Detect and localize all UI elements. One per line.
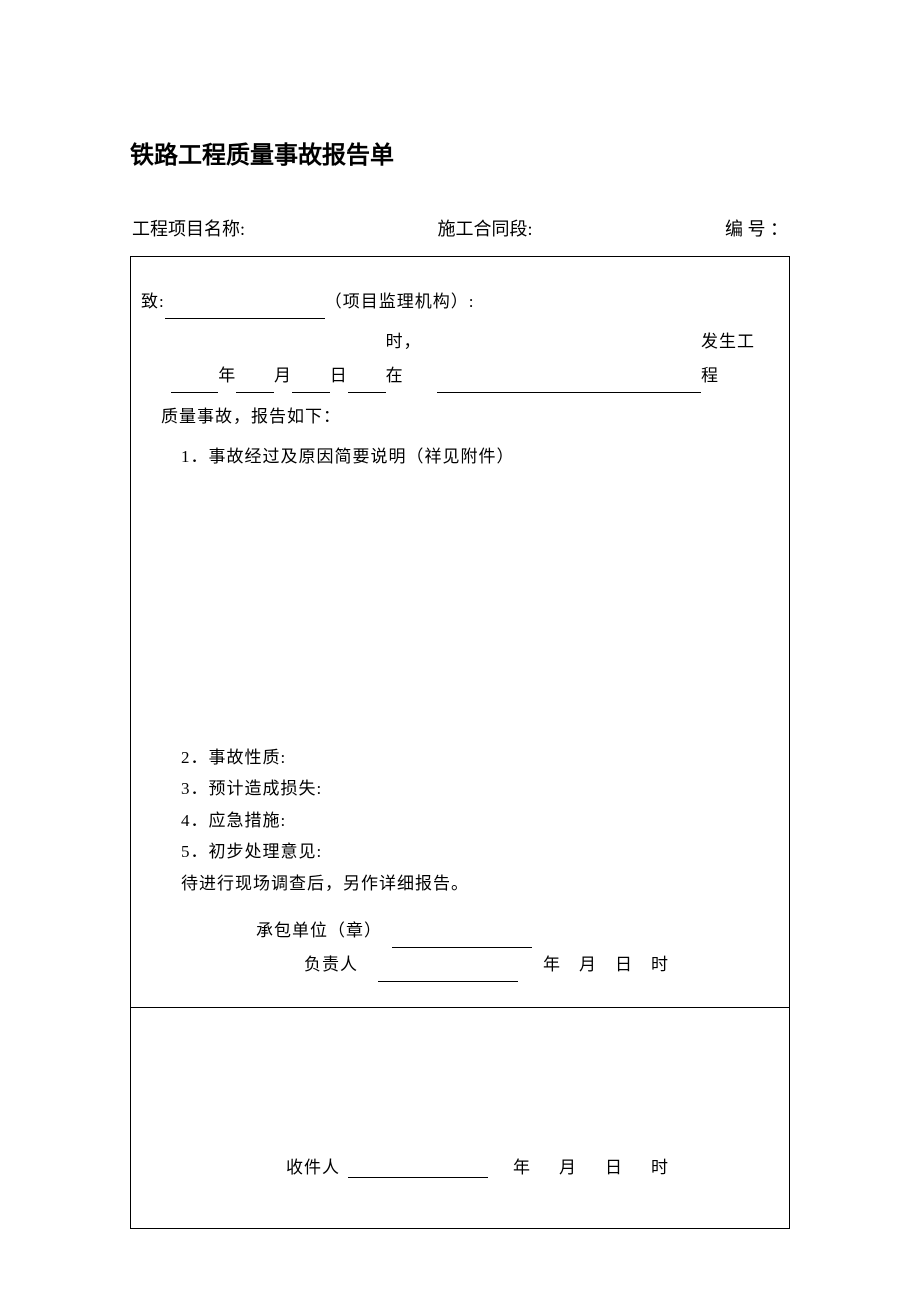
item-1: 1．事故经过及原因简要说明（祥见附件） — [141, 441, 769, 472]
to-line: 致: （项目监理机构）: — [141, 285, 769, 319]
contractor-line: 承包单位（章） — [256, 914, 769, 948]
hour-blank[interactable] — [348, 374, 386, 393]
project-name-label: 工程项目名称: — [132, 215, 245, 241]
to-label: 致: — [141, 285, 165, 319]
sig-day: 日 — [615, 948, 633, 982]
recv-year: 年 — [513, 1153, 531, 1178]
recv-month: 月 — [559, 1153, 577, 1178]
receiver-blank[interactable] — [348, 1160, 488, 1179]
contractor-label: 承包单位（章） — [256, 914, 382, 948]
hour-label: 时，在 — [386, 325, 437, 393]
pending-text: 待进行现场调查后，另作详细报告。 — [141, 868, 769, 899]
form-container: 致: （项目监理机构）: 年 月 日 时，在 发生工程 质量事故，报告如下： 1… — [130, 256, 790, 1229]
year-blank[interactable] — [171, 374, 218, 393]
contractor-blank[interactable] — [392, 930, 532, 949]
recv-day: 日 — [605, 1153, 623, 1178]
signature-block: 承包单位（章） 负责人 年 月 日 时 — [141, 914, 769, 982]
happen-suffix: 发生工程 — [701, 325, 769, 393]
description-space — [141, 472, 769, 742]
receiver-line: 收件人 年 月 日 时 — [131, 1153, 789, 1178]
location-blank[interactable] — [437, 374, 701, 393]
responsible-blank[interactable] — [378, 964, 518, 983]
to-blank[interactable] — [165, 300, 325, 319]
signature-date: 年 月 日 时 — [543, 948, 669, 982]
sig-month: 月 — [579, 948, 597, 982]
responsible-line: 负责人 年 月 日 时 — [256, 948, 769, 982]
item-3: 3．预计造成损失: — [141, 773, 769, 804]
month-blank[interactable] — [236, 374, 274, 393]
item-5: 5．初步处理意见: — [141, 836, 769, 867]
header-fields: 工程项目名称: 施工合同段: 编 号 ： — [130, 215, 790, 241]
accident-report-text: 质量事故，报告如下： — [141, 393, 769, 441]
day-blank[interactable] — [292, 374, 330, 393]
receiver-label: 收件人 — [286, 1153, 340, 1178]
to-suffix: （项目监理机构）: — [325, 285, 475, 319]
responsible-label: 负责人 — [304, 948, 358, 982]
item-4: 4．应急措施: — [141, 805, 769, 836]
sig-hour: 时 — [651, 948, 669, 982]
item-2: 2．事故性质: — [141, 742, 769, 773]
contract-section-label: 施工合同段: — [438, 215, 533, 241]
occurrence-line: 年 月 日 时，在 发生工程 — [141, 325, 769, 393]
month-label: 月 — [274, 359, 292, 393]
upper-section: 致: （项目监理机构）: 年 月 日 时，在 发生工程 质量事故，报告如下： 1… — [131, 257, 789, 1008]
year-label: 年 — [218, 359, 236, 393]
document-title: 铁路工程质量事故报告单 — [130, 135, 790, 170]
recv-hour: 时 — [651, 1153, 669, 1178]
day-label: 日 — [330, 359, 348, 393]
sig-year: 年 — [543, 948, 561, 982]
number-label: 编 号 ： — [725, 215, 788, 241]
receiver-date: 年 月 日 时 — [513, 1153, 697, 1178]
lower-section: 收件人 年 月 日 时 — [131, 1008, 789, 1228]
